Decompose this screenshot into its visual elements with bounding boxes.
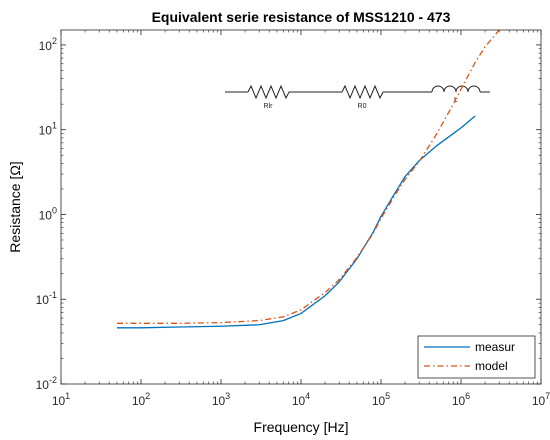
plot-area bbox=[61, 30, 541, 384]
x-tick-label-5: 105 bbox=[372, 391, 390, 408]
legend-measur-label: measur bbox=[475, 340, 515, 354]
x-tick-label-3: 103 bbox=[212, 391, 230, 408]
y-tick-label--1: 10-1 bbox=[36, 290, 57, 307]
series-layer bbox=[116, 30, 500, 329]
y-axis-label: Resistance [Ω] bbox=[7, 161, 23, 252]
y-tick-label-0: 100 bbox=[39, 205, 57, 222]
x-tick-label-7: 107 bbox=[532, 391, 550, 408]
inductor-l-symbol bbox=[431, 85, 481, 93]
y-tick-label-2: 102 bbox=[39, 36, 57, 53]
y-tick-label--2: 10-2 bbox=[36, 375, 57, 392]
tick-layer: 101 102 103 104 105 106 107 10-2 10-1 100 101 102 bbox=[36, 30, 550, 408]
x-tick-label-1: 101 bbox=[52, 391, 70, 408]
legend-box bbox=[417, 335, 536, 379]
resistor-rlr-symbol bbox=[247, 84, 290, 100]
resistor-r0-symbol bbox=[341, 84, 384, 100]
legend-model-label: model bbox=[475, 359, 508, 373]
legend: measur model bbox=[417, 335, 536, 379]
chart-title: Equivalent serie resistance of MSS1210 -… bbox=[152, 9, 451, 25]
x-tick-label-6: 106 bbox=[452, 391, 470, 408]
x-axis-label: Frequency [Hz] bbox=[254, 419, 349, 435]
x-tick-label-2: 102 bbox=[132, 391, 150, 408]
y-tick-label-1: 101 bbox=[39, 121, 57, 138]
circuit-inset: Rlr R0 L bbox=[225, 84, 490, 110]
label-l: L bbox=[454, 97, 458, 104]
series-line-measur bbox=[116, 115, 476, 329]
label-r0: R0 bbox=[358, 103, 367, 110]
x-tick-label-4: 104 bbox=[292, 391, 310, 408]
series-line-model bbox=[116, 30, 500, 324]
label-rlr: Rlr bbox=[264, 103, 274, 110]
